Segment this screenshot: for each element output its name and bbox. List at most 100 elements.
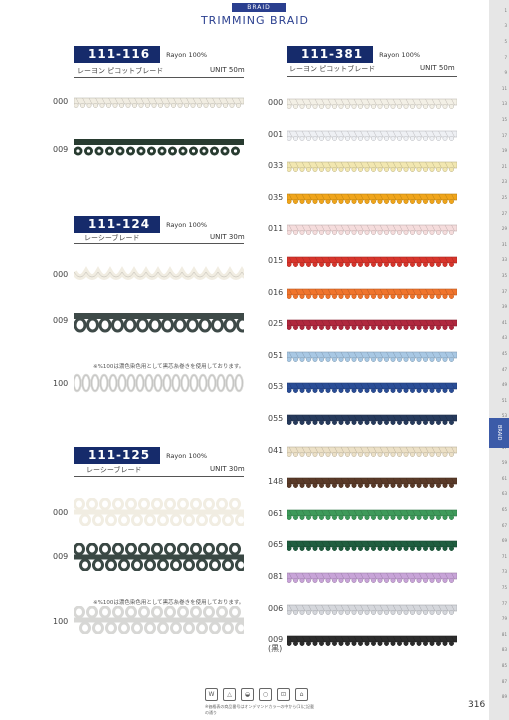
swatch-label: 015	[268, 256, 284, 265]
index-number: 75	[501, 585, 507, 590]
index-number: 65	[501, 507, 507, 512]
swatch-label: 148	[268, 477, 284, 487]
swatch-label: 009	[53, 552, 69, 561]
swatch-label: 041	[268, 445, 284, 455]
braid-swatch	[74, 606, 244, 634]
hang-icon: ⌂	[295, 688, 308, 701]
index-number: 5	[504, 39, 507, 44]
index-number: 3	[504, 23, 507, 29]
index-number: 23	[501, 179, 507, 185]
braid-swatch	[287, 414, 457, 425]
swatch-label: 006	[268, 603, 284, 613]
braid-swatch	[287, 256, 457, 267]
product-divider	[74, 476, 244, 477]
swatch-label: 061	[268, 508, 284, 518]
product-name: レーヨン ピコットブレード	[77, 67, 164, 75]
braid-swatch	[287, 193, 457, 204]
product-material: Rayon 100%	[166, 451, 208, 460]
braid-swatch	[287, 541, 457, 552]
index-number: 69	[501, 538, 507, 544]
braid-swatch	[287, 604, 457, 615]
page-title: TRIMMING BRAID	[200, 14, 310, 27]
index-number: 15	[501, 117, 507, 122]
product-unit: UNIT 50m	[210, 66, 245, 74]
index-number: 47	[501, 366, 507, 372]
braid-swatch	[74, 97, 244, 108]
braid-swatch	[287, 225, 457, 236]
index-number: 79	[501, 616, 507, 622]
swatch-label: 051	[268, 350, 284, 360]
index-number: 85	[501, 663, 507, 668]
index-number: 67	[501, 522, 507, 528]
product-code: 111-124	[74, 216, 161, 233]
braid-swatch	[287, 351, 457, 362]
category-label: BRAID	[232, 3, 286, 12]
index-number: 27	[501, 210, 507, 216]
index-number: 73	[501, 569, 507, 575]
swatch-label: 025	[268, 319, 284, 329]
index-number: 49	[501, 382, 507, 388]
side-tab[interactable]: BRAID	[489, 418, 509, 448]
wash-icon: W	[205, 688, 218, 701]
product-divider	[287, 76, 457, 77]
index-number: 25	[501, 195, 507, 200]
product-code: 111-125	[74, 447, 161, 464]
swatch-label: 035	[268, 192, 284, 202]
care-icons: W △ ◒ ○ ⊡ ⌂	[205, 688, 308, 701]
page-number: 316	[468, 700, 486, 710]
product-note: ※%100は濃色染色用として黒芯糸巻きを使用しております。	[93, 364, 245, 370]
product-material: Rayon 100%	[166, 50, 208, 59]
index-number: 11	[501, 85, 507, 91]
braid-swatch	[287, 446, 457, 457]
product-header-111-125: 111-125 Rayon 100%	[74, 447, 207, 464]
swatch-label: 100	[53, 379, 69, 388]
swatch-label: 009	[53, 316, 69, 325]
braid-swatch	[74, 543, 244, 571]
index-number: 53	[501, 413, 507, 419]
tumble-icon: ⊡	[277, 688, 290, 701]
index-number: 1	[504, 7, 507, 13]
product-material: Rayon 100%	[379, 50, 421, 59]
braid-swatch	[287, 572, 457, 583]
braid-swatch	[287, 477, 457, 489]
index-number: 29	[501, 226, 507, 232]
product-unit: UNIT 30m	[210, 465, 245, 473]
index-number: 21	[501, 163, 507, 169]
product-name: レーヨン ピコットブレード	[289, 65, 376, 73]
braid-swatch	[287, 288, 457, 299]
product-code: 111-381	[287, 46, 374, 63]
braid-swatch	[287, 98, 457, 109]
index-number: 41	[501, 319, 507, 325]
braid-swatch	[74, 139, 244, 156]
swatch-label: 100	[53, 617, 69, 626]
braid-swatch	[74, 498, 244, 526]
footnote: ※価格表の商品番号はオンデマンドカラーの中から(1)に記載の通り	[205, 704, 315, 715]
swatch-label: 000	[53, 97, 69, 106]
index-number: 59	[501, 460, 507, 466]
swatch-label: 016	[268, 287, 284, 297]
product-unit: UNIT 50m	[420, 64, 455, 72]
index-number: 71	[501, 553, 507, 559]
index-number: 83	[501, 647, 507, 653]
swatch-label: 055	[268, 414, 284, 423]
index-number: 61	[501, 475, 507, 481]
product-note: ※%100は濃色染色用として黒芯糸巻きを使用しております。	[93, 600, 245, 606]
swatch-label: 009 (黒)	[268, 635, 284, 654]
swatch-label: 053	[268, 382, 284, 392]
braid-swatch	[287, 383, 457, 394]
product-header-111-381: 111-381 Rayon 100%	[287, 46, 420, 63]
braid-swatch	[287, 161, 457, 173]
index-number: 81	[501, 631, 507, 637]
index-number: 35	[501, 273, 507, 278]
product-code: 111-116	[74, 46, 161, 63]
product-name: レーシーブレード	[84, 234, 140, 242]
product-divider	[74, 77, 244, 78]
braid-swatch	[74, 266, 244, 280]
product-unit: UNIT 30m	[210, 233, 245, 241]
swatch-label: 000	[53, 270, 69, 279]
index-number: 33	[501, 257, 507, 263]
index-number: 51	[501, 397, 507, 403]
swatch-label: 081	[268, 572, 284, 581]
page-edge-index: 1 3 5 7 9 11 13 15 17 19 21 23 25 27 29 31 33 35 37 39 41 43 4…	[489, 0, 509, 720]
index-number: 77	[501, 600, 507, 606]
